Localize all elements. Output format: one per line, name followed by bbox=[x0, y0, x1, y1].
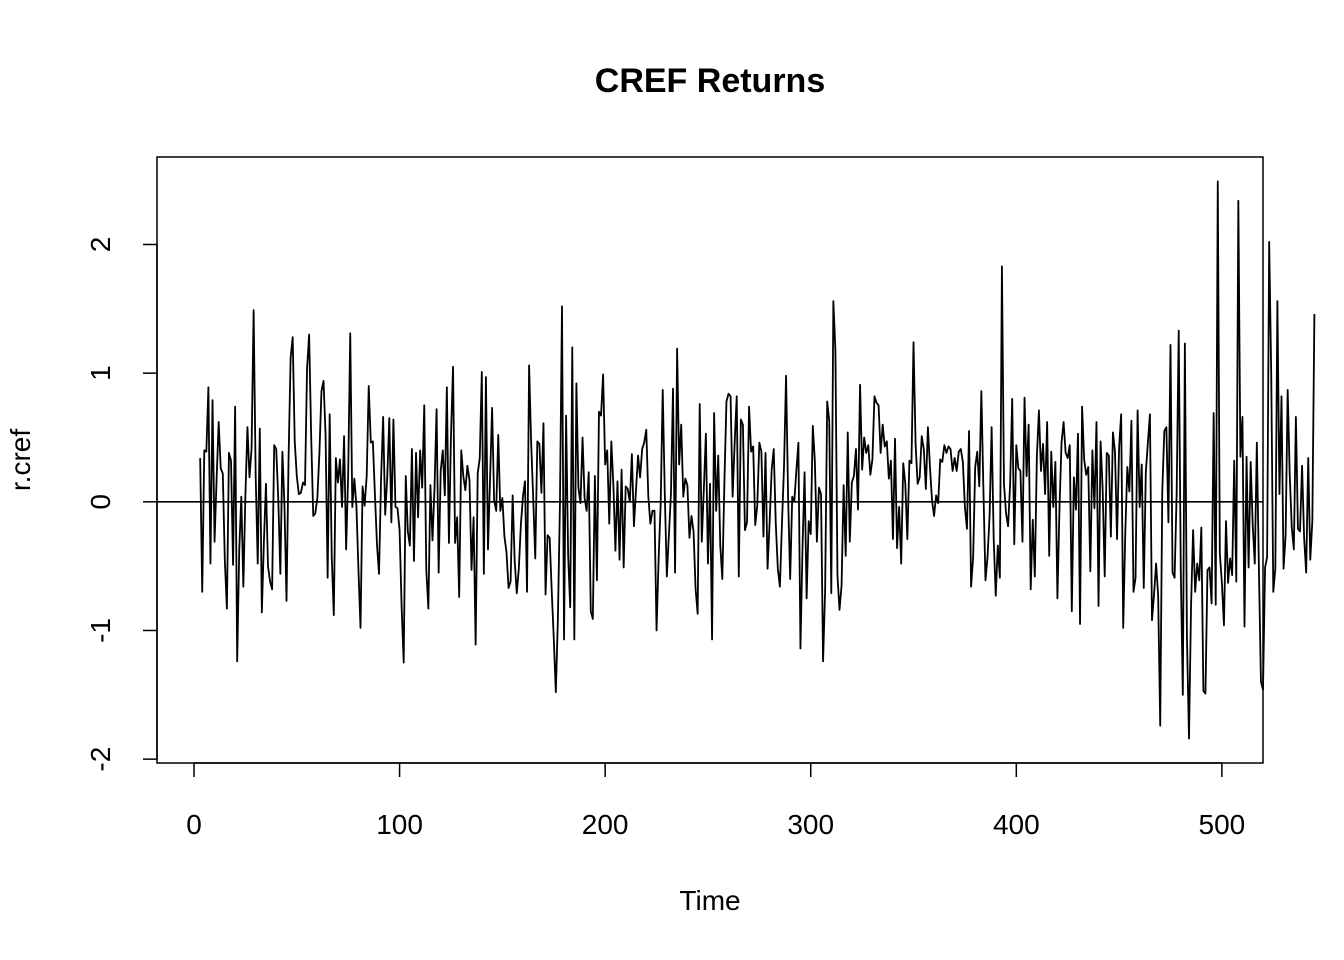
x-tick-label-100: 100 bbox=[376, 809, 423, 840]
y-tick-label--1: -1 bbox=[85, 618, 116, 643]
x-tick-label-300: 300 bbox=[787, 809, 834, 840]
y-tick-label-0: 0 bbox=[85, 494, 116, 510]
x-tick-label-200: 200 bbox=[582, 809, 629, 840]
y-tick-label-2: 2 bbox=[85, 237, 116, 253]
chart-title: CREF Returns bbox=[595, 62, 825, 100]
x-tick-label-400: 400 bbox=[993, 809, 1040, 840]
x-axis-label: Time bbox=[679, 885, 740, 916]
x-tick-label-500: 500 bbox=[1199, 809, 1246, 840]
axes: 0 100 200 300 400 500 -2 -1 0 1 2 bbox=[85, 237, 1245, 840]
series-line-r-cref bbox=[199, 180, 1316, 740]
y-tick-label--2: -2 bbox=[85, 747, 116, 772]
x-tick-label-0: 0 bbox=[186, 809, 202, 840]
y-axis-label: r.cref bbox=[5, 429, 36, 491]
y-tick-label-1: 1 bbox=[85, 365, 116, 381]
